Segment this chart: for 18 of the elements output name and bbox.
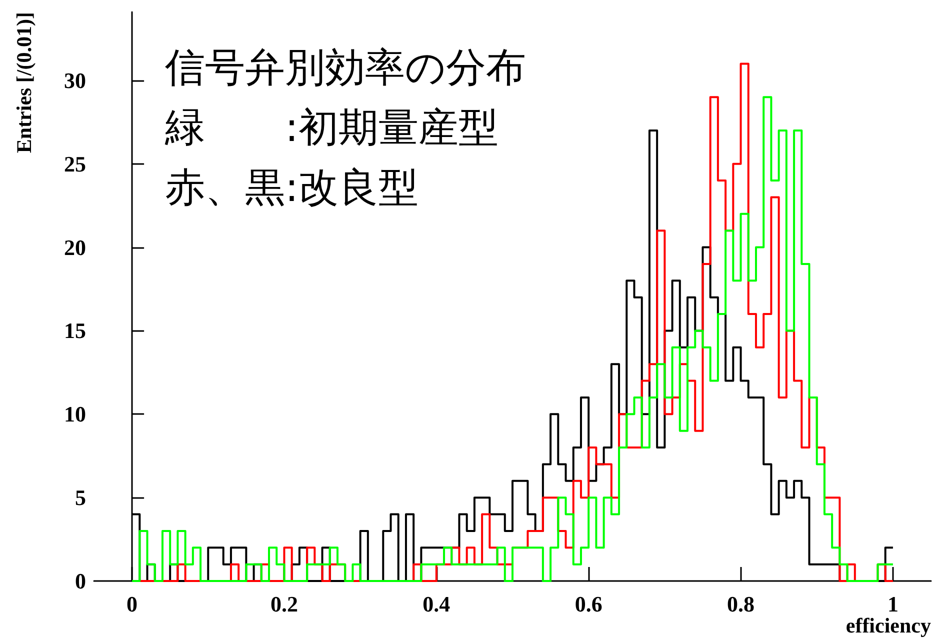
x-tick-label: 0.6 — [574, 592, 602, 616]
annotation: 信号弁別効率の分布 — [165, 45, 526, 91]
y-tick-label: 5 — [75, 485, 86, 510]
y-tick-label: 20 — [64, 234, 86, 260]
x-tick-label: 0.2 — [270, 592, 298, 616]
x-tick-label: 0.4 — [422, 592, 450, 616]
annotation: 緑 :初期量産型 — [164, 105, 498, 151]
x-tick-label: 0 — [126, 592, 138, 616]
y-tick-label: 30 — [64, 68, 86, 93]
x-axis-title: efficiency — [846, 614, 932, 638]
y-axis-title: Entries [/(0.01)] — [12, 12, 36, 154]
y-tick-label: 0 — [75, 568, 86, 594]
annotation: 赤、黒:改良型 — [165, 165, 418, 211]
y-tick-label: 25 — [64, 151, 86, 176]
x-tick-label: 0.8 — [727, 592, 755, 616]
x-tick-label: 1 — [887, 592, 898, 616]
y-tick-label: 15 — [64, 318, 86, 344]
y-tick-label: 10 — [64, 402, 86, 427]
